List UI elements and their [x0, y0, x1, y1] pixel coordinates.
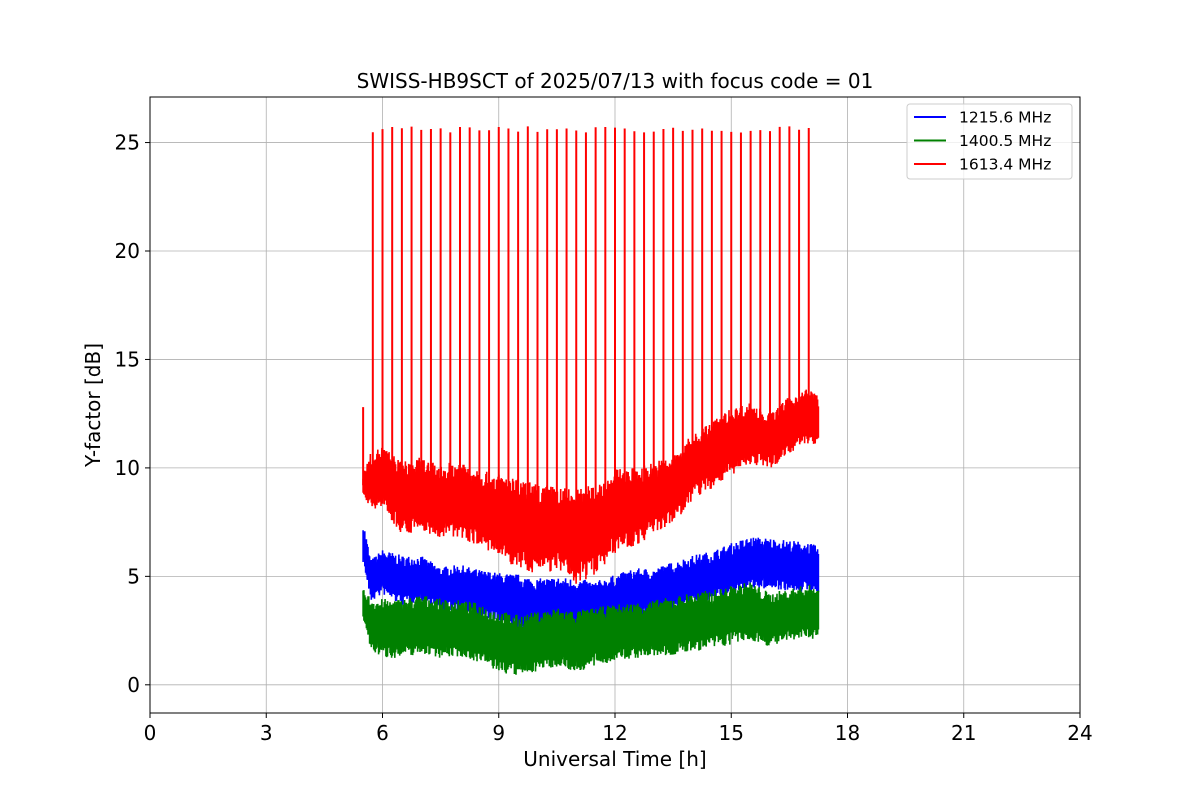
- legend-label: 1613.4 MHz: [959, 156, 1051, 174]
- y-tick-label: 20: [115, 239, 140, 263]
- x-axis-label: Universal Time [h]: [523, 747, 706, 771]
- legend-label: 1400.5 MHz: [959, 132, 1051, 150]
- legend: 1215.6 MHz 1400.5 MHz 1613.4 MHz: [906, 103, 1073, 180]
- series-line: [362, 582, 820, 675]
- plot-data: [362, 126, 820, 675]
- calibration-spikes: [362, 126, 810, 538]
- series-line: [362, 530, 820, 634]
- y-tick-label: 10: [115, 456, 140, 480]
- axis-ticks: 0 3 6 9 12 15 18 21 24 0 5 10 15 20 25: [115, 131, 1093, 745]
- x-tick-label: 24: [1067, 721, 1092, 745]
- x-tick-label: 15: [719, 721, 744, 745]
- x-tick-label: 9: [492, 721, 505, 745]
- y-tick-label: 15: [115, 347, 140, 371]
- series-trace: [362, 530, 820, 634]
- x-tick-label: 6: [376, 721, 389, 745]
- y-tick-label: 5: [127, 564, 140, 588]
- y-tick-label: 25: [115, 131, 140, 155]
- legend-label: 1215.6 MHz: [959, 109, 1051, 127]
- legend-box: [906, 103, 1073, 180]
- y-axis-label: Y-factor [dB]: [81, 343, 105, 468]
- x-tick-label: 21: [951, 721, 976, 745]
- x-tick-label: 3: [260, 721, 273, 745]
- x-tick-label: 0: [144, 721, 157, 745]
- series-trace: [362, 389, 820, 584]
- series-trace: [362, 582, 820, 675]
- x-tick-label: 18: [835, 721, 860, 745]
- chart-title: SWISS-HB9SCT of 2025/07/13 with focus co…: [357, 69, 874, 93]
- y-tick-label: 0: [127, 673, 140, 697]
- x-tick-label: 12: [602, 721, 627, 745]
- series-line: [362, 389, 820, 584]
